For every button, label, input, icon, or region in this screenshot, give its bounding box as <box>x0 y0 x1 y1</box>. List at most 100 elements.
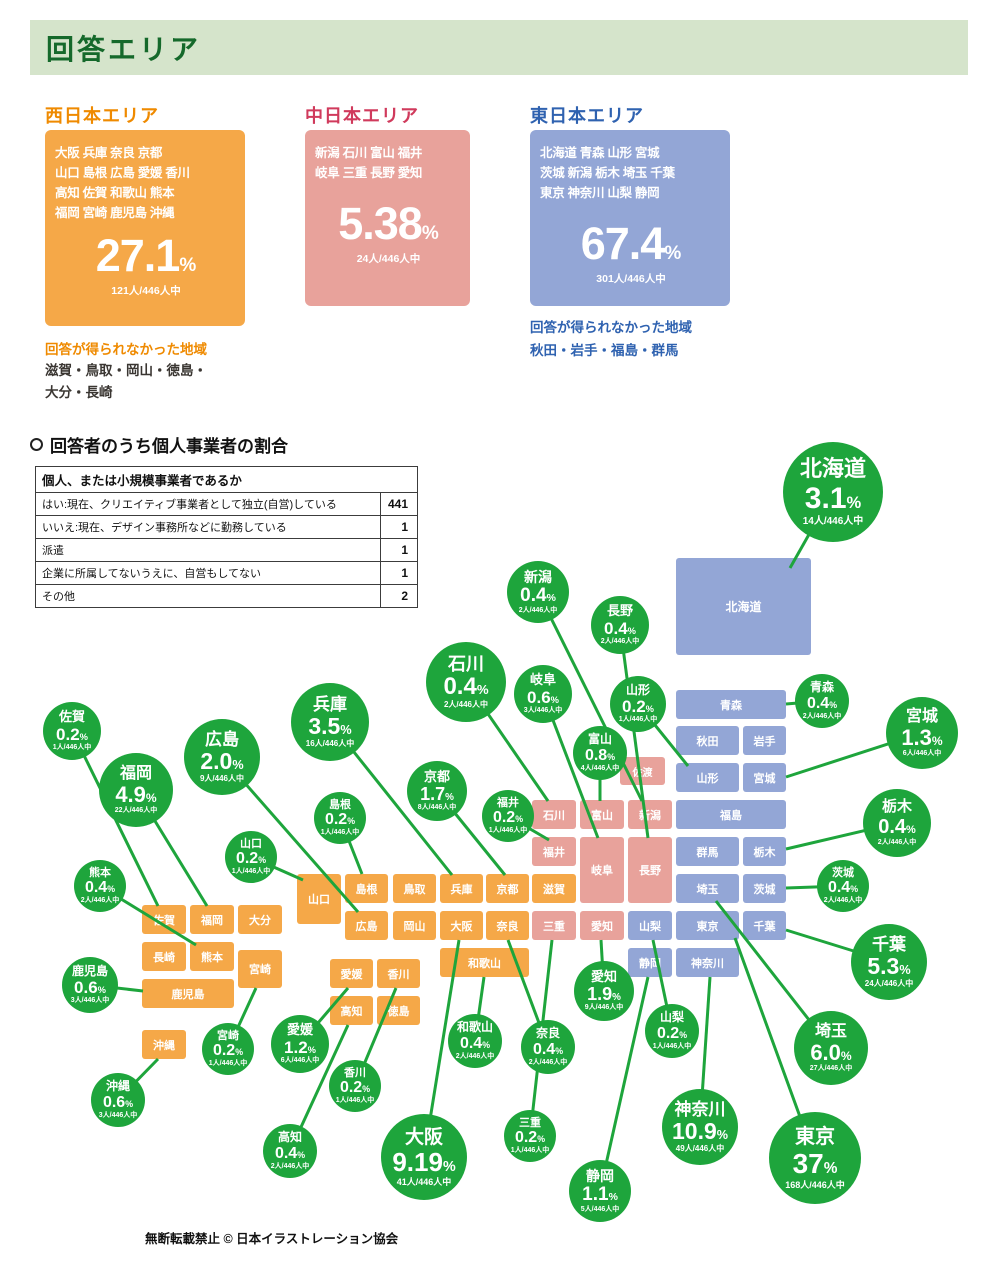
prefecture-bubble-静岡: 静岡 1.1% 5人/446人中 <box>569 1160 631 1222</box>
bubble-count: 41人/446人中 <box>396 1177 452 1188</box>
bubble-count: 1人/446人中 <box>320 829 360 837</box>
business-row-value: 1 <box>380 561 418 585</box>
business-row-value: 441 <box>380 492 418 516</box>
map-tile-京都: 京都 <box>486 874 529 903</box>
bubble-percent: 9.19% <box>392 1147 456 1177</box>
prefecture-bubble-福岡: 福岡 4.9% 22人/446人中 <box>99 753 173 827</box>
map-tile-兵庫: 兵庫 <box>440 874 483 903</box>
percent-sign: % <box>899 963 911 978</box>
business-table-header-row: 個人、または小規模事業者であるか <box>35 466 418 493</box>
west-no-answer-label: 回答が得られなかった地域 <box>45 342 207 357</box>
bubble-percent-value: 0.2 <box>622 697 646 717</box>
map-tile-label: 宮崎 <box>249 964 271 976</box>
business-table-header: 個人、または小規模事業者であるか <box>35 466 418 493</box>
business-table-row: いいえ:現在、デザイン事務所などに勤務している 1 <box>35 515 418 539</box>
percent-sign: % <box>607 751 616 762</box>
bubble-percent: 0.2% <box>657 1025 687 1043</box>
bubble-prefecture-name: 岐阜 <box>529 672 556 688</box>
business-table-row: 派遣 1 <box>35 538 418 562</box>
bubble-prefecture-name: 奈良 <box>535 1026 560 1041</box>
percent-sign: % <box>482 1039 491 1050</box>
bubble-percent-value: 0.4 <box>274 1144 298 1162</box>
map-tile-label: 神奈川 <box>691 957 724 970</box>
map-tile-徳島: 徳島 <box>377 996 420 1025</box>
bubble-count: 1人/446人中 <box>652 1042 692 1050</box>
bubble-count: 2人/446人中 <box>270 1162 310 1170</box>
bubble-percent-value: 2.0 <box>200 748 233 775</box>
bubble-prefecture-name: 栃木 <box>881 798 912 816</box>
map-tile-滋賀: 滋賀 <box>532 874 576 903</box>
bubble-count: 2人/446人中 <box>823 897 863 905</box>
prefecture-bubble-山口: 山口 0.2% 1人/446人中 <box>225 831 277 883</box>
percent-sign: % <box>716 1128 728 1143</box>
map-tile-label: 沖縄 <box>153 1039 175 1052</box>
percent-sign: % <box>627 625 636 636</box>
east-percent-value: 67.4 <box>580 218 666 269</box>
map-tile-香川: 香川 <box>377 959 420 988</box>
bubble-percent: 1.9% <box>587 984 621 1004</box>
map-tile-label: 香川 <box>387 968 410 981</box>
map-tile-北海道: 北海道 <box>676 558 811 655</box>
prefecture-bubble-愛知: 愛知 1.9% 9人/446人中 <box>574 961 634 1021</box>
bubble-prefecture-name: 茨城 <box>832 866 854 879</box>
prefecture-bubble-青森: 青森 0.4% 2人/446人中 <box>795 674 849 728</box>
prefecture-bubble-兵庫: 兵庫 3.5% 16人/446人中 <box>291 683 369 761</box>
bubble-prefecture-name: 山梨 <box>659 1010 684 1025</box>
bubble-percent: 1.3% <box>901 724 942 751</box>
bubble-prefecture-name: 熊本 <box>89 866 111 879</box>
business-row-label: いいえ:現在、デザイン事務所などに勤務している <box>35 515 381 539</box>
prefecture-bubble-北海道: 北海道 3.1% 14人/446人中 <box>783 442 883 542</box>
bubble-percent: 0.4% <box>533 1041 563 1059</box>
percent-sign: % <box>645 704 654 715</box>
bubble-percent-value: 0.4 <box>604 618 628 638</box>
business-table-body: はい:現在、クリエイティブ事業者として独立(自営)している 441 いいえ:現在、デ… <box>35 492 418 608</box>
west-count: 121人/446人中 <box>111 285 181 297</box>
bubble-percent-value: 0.8 <box>584 746 608 764</box>
business-table-row: はい:現在、クリエイティブ事業者として独立(自営)している 441 <box>35 492 418 516</box>
percent-sign: % <box>442 1159 456 1176</box>
prefecture-bubble-長野: 長野 0.4% 2人/446人中 <box>591 596 649 654</box>
central-percent: 5.38% <box>315 201 462 246</box>
bubble-count: 2人/446人中 <box>802 712 842 720</box>
map-tile-宮崎: 宮崎 <box>238 950 282 988</box>
map-tile-label: 愛媛 <box>340 968 363 981</box>
map-tile-青森: 青森 <box>676 690 786 719</box>
west-prefecture-list: 大阪 兵庫 奈良 京都 山口 島根 広島 愛媛 香川 高知 佐賀 和歌山 熊本 … <box>55 146 190 220</box>
bubble-percent: 0.2% <box>493 809 523 827</box>
map-tile-広島: 広島 <box>345 911 388 940</box>
bubble-percent: 0.6% <box>527 688 559 707</box>
bubble-count: 22人/446人中 <box>114 807 158 815</box>
bubble-percent: 0.4% <box>878 816 916 838</box>
percent-sign: % <box>445 792 454 804</box>
map-tile-label: 福島 <box>720 809 742 822</box>
percent-sign: % <box>537 1134 546 1145</box>
bubble-prefecture-name: 京都 <box>423 768 450 784</box>
bubble-percent-value: 10.9 <box>671 1118 717 1145</box>
map-tile-山梨: 山梨 <box>628 911 672 940</box>
map-tile-label: 長野 <box>639 865 661 877</box>
map-tile-label: 東京 <box>696 920 719 933</box>
business-row-value: 2 <box>380 584 418 608</box>
bubble-count: 168人/446人中 <box>785 1179 845 1190</box>
bubble-percent-value: 1.3 <box>901 724 932 750</box>
bubble-prefecture-name: 神奈川 <box>674 1100 726 1120</box>
bubble-percent-value: 0.6 <box>527 687 551 707</box>
bubble-count: 6人/446人中 <box>902 750 942 758</box>
prefecture-bubble-茨城: 茨城 0.4% 2人/446人中 <box>817 860 869 912</box>
bubble-percent-value: 0.4 <box>806 694 830 712</box>
bubble-percent: 0.6% <box>103 1094 133 1112</box>
percent-sign: % <box>145 790 157 805</box>
bubble-count: 1人/446人中 <box>510 1147 550 1155</box>
bubble-percent: 0.4% <box>828 879 858 897</box>
prefecture-bubble-栃木: 栃木 0.4% 2人/446人中 <box>863 789 931 857</box>
area-card-central: 新潟 石川 富山 福井 岐阜 三重 長野 愛知 5.38% 24人/446人中 <box>305 130 470 306</box>
prefecture-bubble-三重: 三重 0.2% 1人/446人中 <box>504 1110 556 1162</box>
bubble-prefecture-name: 新潟 <box>524 568 552 585</box>
bubble-percent-value: 0.4 <box>459 1034 483 1052</box>
bubble-count: 9人/446人中 <box>199 773 245 783</box>
percent-sign: % <box>235 1047 244 1058</box>
bubble-count: 1人/446人中 <box>52 743 92 751</box>
bubble-percent-value: 0.2 <box>339 1079 363 1097</box>
map-tile-千葉: 千葉 <box>743 911 786 940</box>
bubble-percent: 1.2% <box>284 1038 316 1057</box>
